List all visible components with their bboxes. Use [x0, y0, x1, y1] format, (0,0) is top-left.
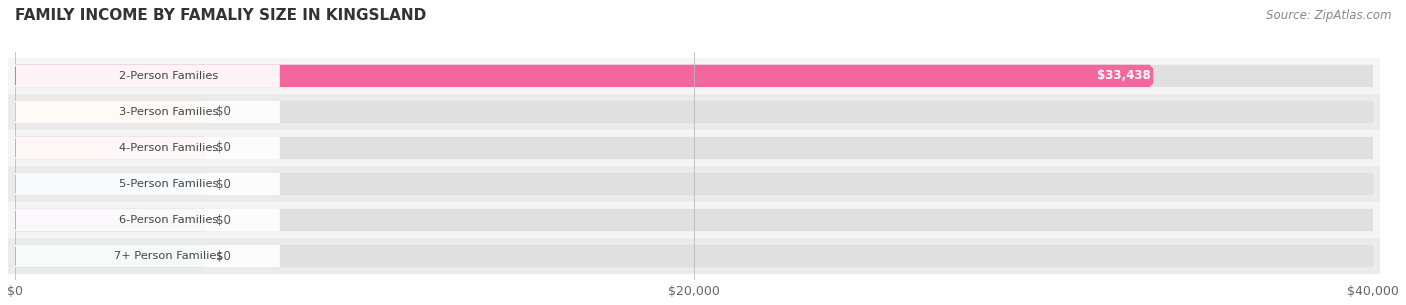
Text: FAMILY INCOME BY FAMALIY SIZE IN KINGSLAND: FAMILY INCOME BY FAMALIY SIZE IN KINGSLA…: [15, 8, 426, 23]
FancyBboxPatch shape: [15, 65, 280, 87]
FancyBboxPatch shape: [8, 166, 1379, 202]
FancyBboxPatch shape: [15, 245, 1374, 267]
Text: $0: $0: [217, 178, 231, 191]
FancyBboxPatch shape: [15, 137, 1374, 159]
FancyBboxPatch shape: [15, 65, 1150, 87]
FancyBboxPatch shape: [15, 209, 280, 231]
Text: $0: $0: [217, 249, 231, 263]
FancyBboxPatch shape: [15, 101, 1374, 123]
Text: Source: ZipAtlas.com: Source: ZipAtlas.com: [1267, 9, 1392, 22]
FancyBboxPatch shape: [8, 202, 1379, 238]
Text: $0: $0: [217, 106, 231, 118]
Text: 7+ Person Families: 7+ Person Families: [114, 251, 222, 261]
FancyBboxPatch shape: [15, 209, 1374, 231]
Text: 3-Person Families: 3-Person Families: [120, 107, 218, 117]
FancyBboxPatch shape: [8, 130, 1379, 166]
Text: $0: $0: [217, 214, 231, 227]
Text: 5-Person Families: 5-Person Families: [120, 179, 218, 189]
FancyBboxPatch shape: [8, 94, 1379, 130]
FancyBboxPatch shape: [15, 209, 205, 231]
FancyBboxPatch shape: [15, 65, 1374, 87]
FancyBboxPatch shape: [15, 137, 280, 159]
FancyBboxPatch shape: [15, 137, 205, 159]
Text: $0: $0: [217, 142, 231, 154]
Text: 6-Person Families: 6-Person Families: [120, 215, 218, 225]
FancyBboxPatch shape: [15, 173, 205, 195]
FancyBboxPatch shape: [15, 101, 205, 123]
Text: 4-Person Families: 4-Person Families: [120, 143, 218, 153]
Text: 2-Person Families: 2-Person Families: [120, 71, 218, 81]
Text: $33,438: $33,438: [1092, 70, 1150, 82]
FancyBboxPatch shape: [15, 173, 1374, 195]
FancyBboxPatch shape: [8, 58, 1379, 94]
FancyBboxPatch shape: [15, 101, 280, 123]
FancyBboxPatch shape: [15, 245, 205, 267]
FancyBboxPatch shape: [15, 245, 280, 267]
FancyBboxPatch shape: [8, 238, 1379, 274]
FancyBboxPatch shape: [15, 173, 280, 195]
